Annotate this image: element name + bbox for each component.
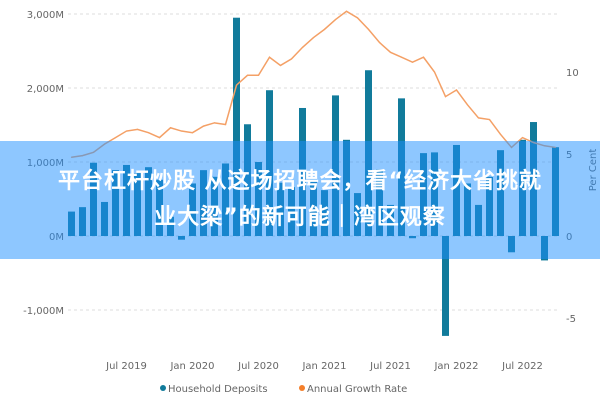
growth-rate-point — [191, 132, 194, 134]
x-tick-label: Jul 2022 — [501, 361, 543, 372]
headline-line-2: 业大梁”的新可能｜湾区观察 — [154, 205, 446, 230]
growth-rate-point — [301, 46, 304, 49]
growth-rate-point — [444, 96, 447, 98]
growth-rate-point — [499, 133, 502, 135]
growth-rate-path — [71, 10, 556, 159]
growth-rate-point — [246, 74, 249, 76]
growth-rate-point — [312, 36, 315, 39]
growth-rate-point — [455, 89, 458, 91]
growth-rate-point — [290, 58, 293, 60]
headline-banner[interactable]: 平台杠杆炒股 从这场招聘会，看“经济大省挑就 业大梁”的新可能｜湾区观察 — [0, 141, 600, 259]
growth-rate-point — [367, 28, 370, 30]
growth-rate-point — [466, 104, 469, 106]
growth-rate-point — [125, 130, 128, 132]
x-tick-label: Jan 2022 — [433, 361, 478, 372]
y-tick-label: 3,000M — [27, 10, 64, 21]
growth-rate-point — [202, 125, 205, 127]
growth-rate-point — [279, 64, 282, 67]
growth-rate-point — [378, 41, 381, 44]
growth-rate-point — [169, 127, 172, 129]
growth-rate-point — [213, 122, 216, 124]
growth-rate-point — [268, 56, 271, 58]
x-tick-label: Jul 2020 — [237, 361, 279, 372]
growth-rate-point — [235, 84, 238, 86]
x-tick-label: Jan 2020 — [169, 361, 214, 372]
growth-rate-point — [411, 61, 414, 63]
growth-rate-point — [114, 137, 117, 139]
x-tick-label: Jan 2021 — [301, 361, 346, 372]
growth-rate-point — [400, 56, 403, 58]
growth-rate-line — [70, 10, 557, 159]
x-axis: Jul 2019 Jan 2020 Jul 2020 Jan 2021 Jul 2021… — [105, 361, 543, 372]
legend-label-deposits: Household Deposits — [168, 384, 268, 395]
growth-rate-point — [323, 28, 326, 30]
growth-rate-point — [180, 130, 183, 132]
growth-rate-point — [158, 137, 161, 139]
legend-label-growth: Annual Growth Rate — [307, 384, 407, 395]
growth-rate-point — [356, 17, 359, 19]
growth-rate-point — [334, 18, 337, 21]
x-tick-label: Jul 2021 — [369, 361, 411, 372]
growth-rate-point — [257, 74, 260, 76]
y-right-tick-label: 10 — [566, 68, 579, 79]
growth-rate-point — [147, 132, 150, 134]
headline-line-1: 平台杠杆炒股 从这场招聘会，看“经济大省挑就 — [57, 169, 543, 194]
bar — [233, 17, 240, 237]
legend: Household Deposits Annual Growth Rate — [160, 384, 407, 395]
growth-rate-point — [345, 10, 348, 12]
bar — [442, 236, 449, 336]
growth-rate-point — [389, 51, 392, 53]
growth-rate-point — [488, 118, 491, 121]
growth-rate-point — [224, 123, 227, 126]
growth-rate-point — [521, 137, 524, 139]
growth-rate-point — [433, 71, 436, 73]
y-right-tick-label: -5 — [566, 314, 576, 325]
y-tick-label: 2,000M — [27, 84, 64, 95]
legend-marker-growth — [299, 385, 305, 391]
growth-rate-point — [477, 117, 480, 119]
growth-rate-point — [136, 128, 139, 130]
growth-rate-point — [422, 56, 425, 58]
y-tick-label: -1,000M — [23, 306, 64, 317]
legend-marker-deposits — [160, 385, 166, 391]
x-tick-label: Jul 2019 — [105, 361, 147, 372]
